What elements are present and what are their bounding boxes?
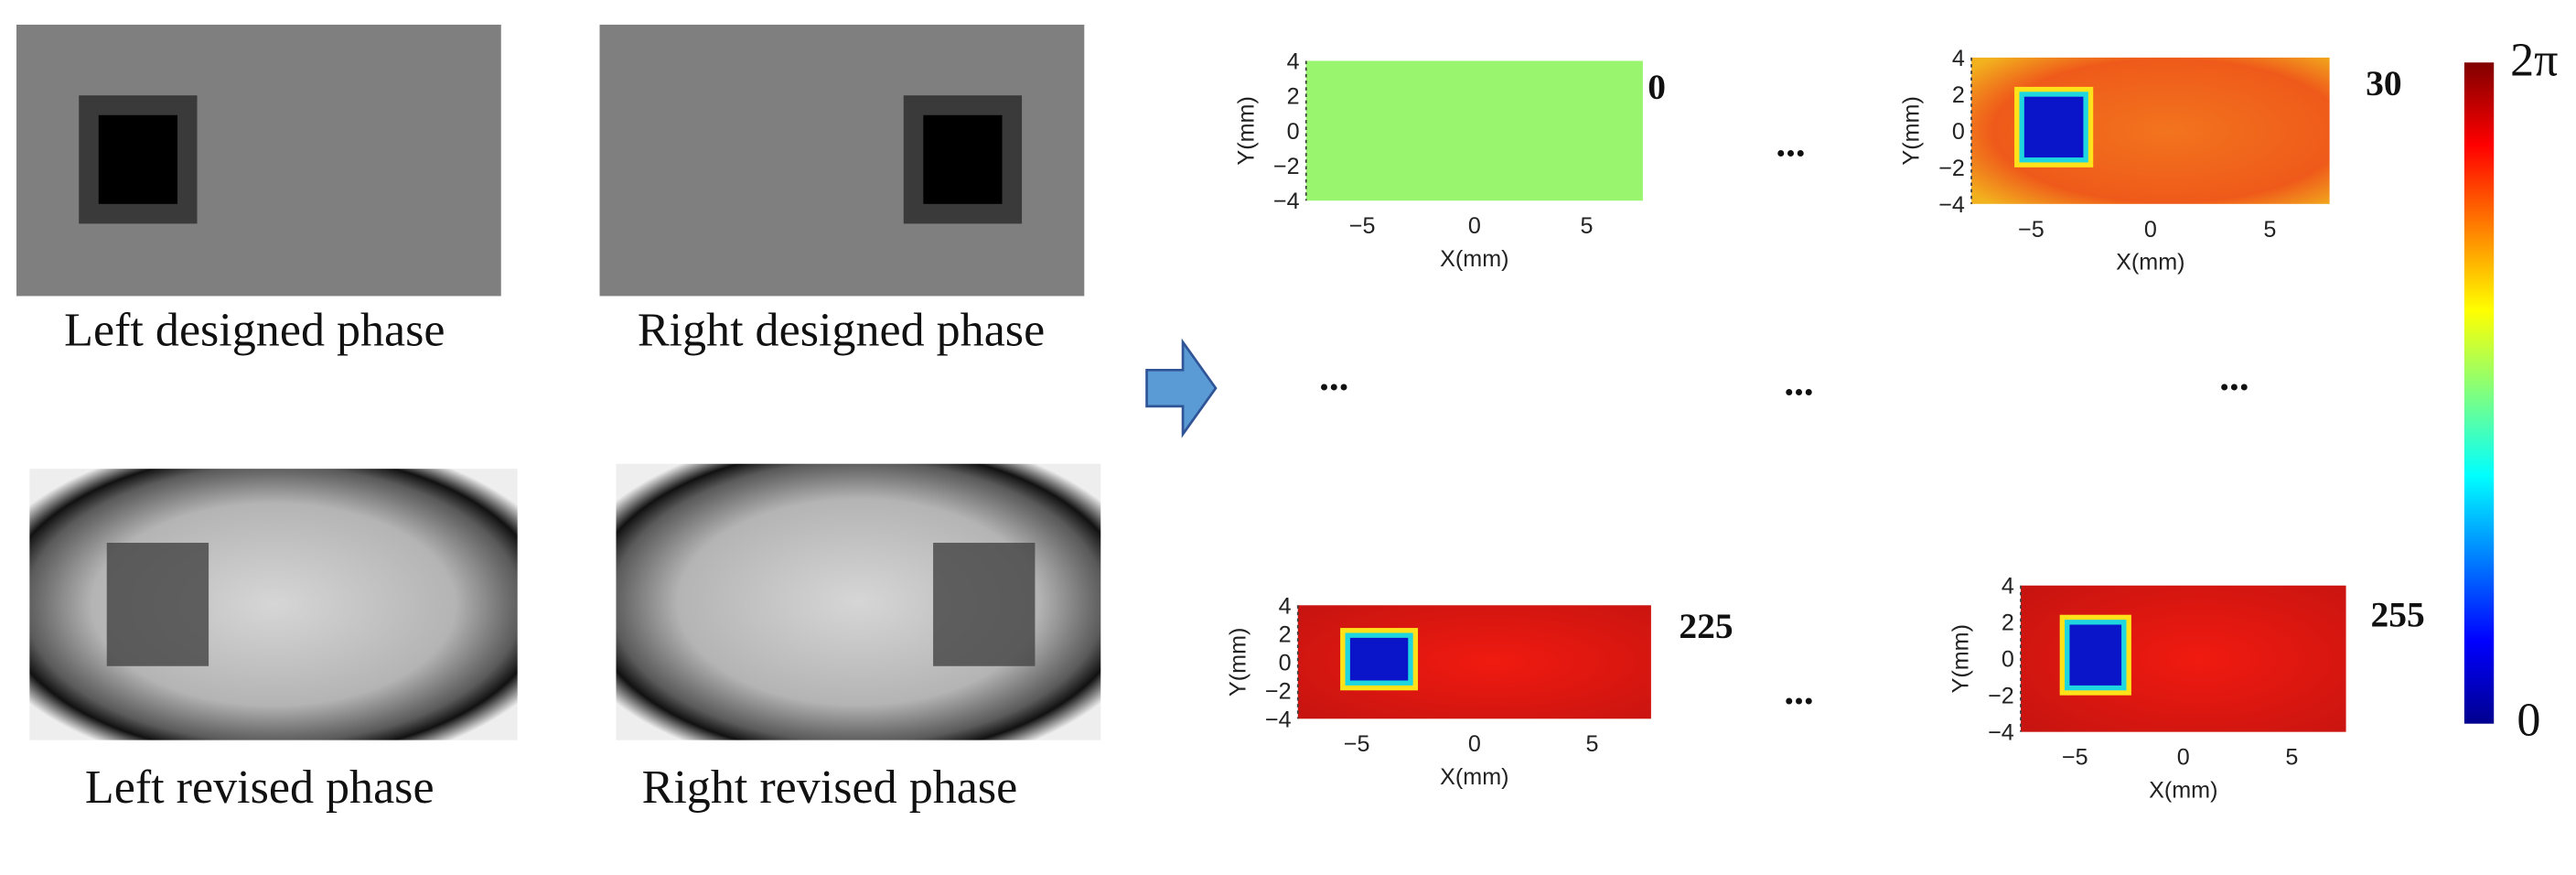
phase-square: [933, 543, 1036, 666]
square: [1349, 637, 1409, 681]
ellipsis: ...: [1776, 123, 1805, 166]
y-tick-label: −4: [1273, 189, 1300, 214]
y-tick-label: 4: [1287, 49, 1300, 74]
y-tick-label: 2: [1952, 82, 1965, 108]
y-tick-label: −4: [1938, 192, 1965, 218]
ellipsis: ...: [1319, 356, 1348, 399]
x-tick-label: −5: [2062, 745, 2088, 771]
x-tick-label: 5: [1586, 731, 1599, 757]
caption: Right designed phase: [638, 304, 1045, 356]
left-revised-image: [29, 469, 518, 740]
x-tick-label: 0: [1468, 213, 1481, 239]
x-tick-label: −5: [1349, 213, 1376, 239]
plot-label: 225: [1679, 606, 1733, 646]
y-tick-label: −2: [1938, 156, 1965, 181]
y-tick-label: 4: [1952, 46, 1965, 71]
x-axis-label: X(mm): [2149, 778, 2217, 804]
square: [2069, 624, 2122, 686]
y-axis-label: Y(mm): [1899, 96, 1925, 165]
x-tick-label: 5: [2263, 217, 2276, 243]
plot-label: 0: [1648, 67, 1666, 107]
colorbar-max: 2π: [2510, 35, 2558, 87]
y-tick-label: −4: [1265, 707, 1292, 732]
y-tick-label: 2: [1287, 84, 1300, 110]
caption: Right revised phase: [642, 762, 1018, 814]
y-tick-label: −2: [1273, 154, 1300, 179]
plot-label: 255: [2371, 595, 2425, 635]
phase-square: [923, 114, 1003, 204]
phase-square: [98, 114, 177, 204]
x-tick-label: 0: [2177, 745, 2190, 771]
y-tick-label: 0: [2002, 647, 2014, 673]
caption: Left revised phase: [85, 762, 435, 814]
colorbar-min: 0: [2517, 694, 2540, 746]
phase-square: [106, 543, 209, 666]
ellipsis: ...: [1784, 361, 1813, 404]
y-tick-label: 4: [2002, 574, 2014, 600]
ellipsis: ...: [2219, 356, 2249, 399]
y-tick-label: 0: [1952, 119, 1965, 145]
caption: Left designed phase: [64, 304, 445, 356]
y-tick-label: 0: [1279, 650, 1292, 675]
x-tick-label: 5: [1581, 213, 1594, 239]
colorbar: [2463, 62, 2495, 724]
x-tick-label: 0: [2144, 217, 2157, 243]
x-tick-label: 5: [2285, 745, 2298, 771]
y-tick-label: −2: [1988, 684, 2014, 709]
x-axis-label: X(mm): [1440, 246, 1508, 272]
x-axis-label: X(mm): [1440, 764, 1508, 790]
x-tick-label: 0: [1468, 731, 1481, 757]
y-tick-label: 2: [1279, 621, 1292, 647]
plot-label: 30: [2366, 63, 2402, 103]
y-tick-label: −2: [1265, 678, 1292, 704]
heatmap: [1305, 60, 1643, 201]
y-tick-label: −4: [1988, 720, 2014, 746]
ellipsis: ...: [1784, 670, 1813, 713]
square: [2023, 96, 2084, 158]
y-axis-label: Y(mm): [1948, 624, 1974, 693]
y-axis-label: Y(mm): [1225, 628, 1250, 697]
y-tick-label: 0: [1287, 119, 1300, 145]
x-tick-label: −5: [1344, 731, 1370, 757]
y-axis-label: Y(mm): [1233, 96, 1259, 165]
arrow: [1145, 338, 1218, 438]
x-axis-label: X(mm): [2116, 250, 2184, 275]
y-tick-label: 4: [1279, 593, 1292, 619]
y-tick-label: 2: [2002, 610, 2014, 636]
x-tick-label: −5: [2018, 217, 2045, 243]
